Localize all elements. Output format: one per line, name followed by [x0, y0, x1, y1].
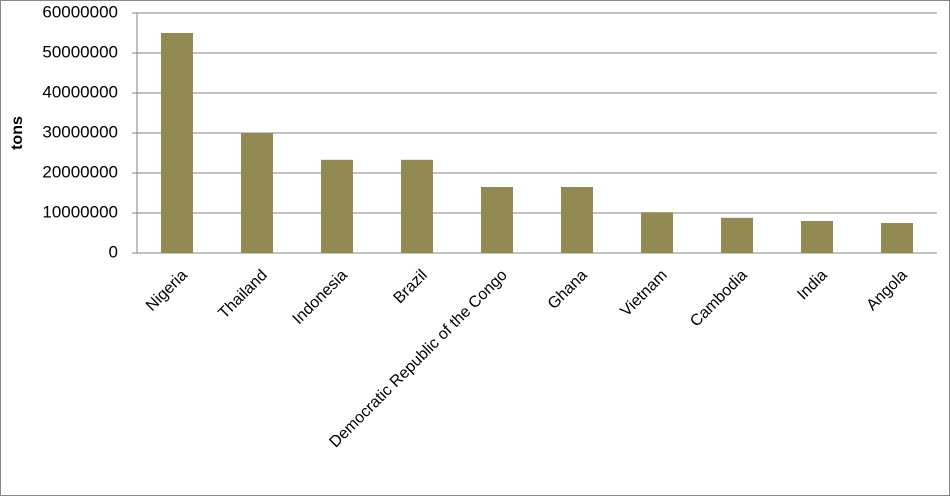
bar [641, 212, 673, 253]
y-tick-label: 20000000 [42, 162, 118, 181]
bar [241, 133, 273, 253]
bar [801, 221, 833, 253]
bar [481, 187, 513, 253]
bar [881, 223, 913, 253]
bar [721, 217, 753, 253]
y-tick-label: 60000000 [42, 2, 118, 21]
y-axis-label: tons [9, 116, 26, 150]
bar [561, 187, 593, 253]
bar [321, 159, 353, 253]
bar [161, 33, 193, 253]
y-tick-label: 0 [109, 242, 118, 261]
y-tick-label: 40000000 [42, 82, 118, 101]
bar [401, 159, 433, 253]
y-tick-label: 50000000 [42, 42, 118, 61]
y-tick-label: 30000000 [42, 122, 118, 141]
y-tick-label: 10000000 [42, 202, 118, 221]
